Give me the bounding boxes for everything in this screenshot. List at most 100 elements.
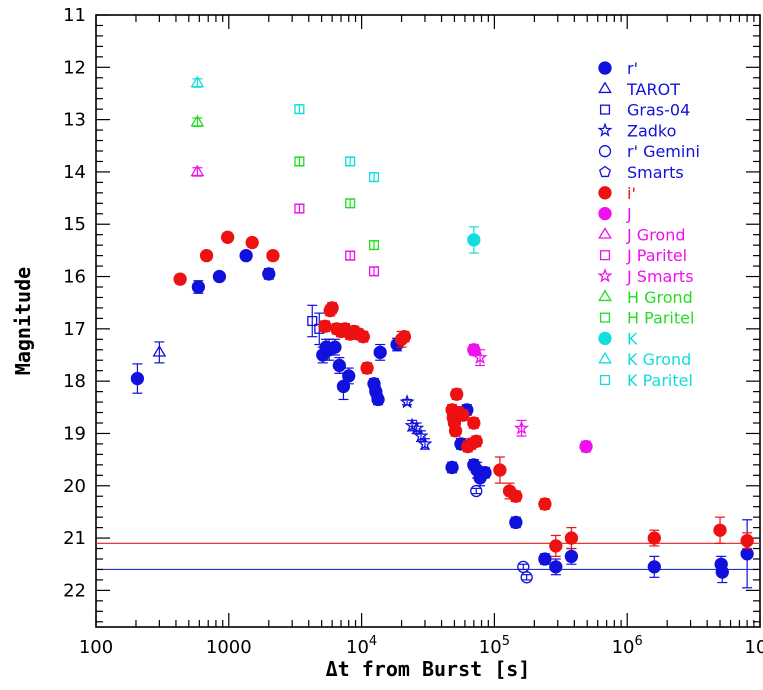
data-point: [262, 267, 276, 281]
data-point: [397, 330, 412, 344]
data-point: [342, 369, 356, 383]
series-1: [152, 341, 167, 364]
data-point: [332, 358, 347, 373]
data-point: [294, 104, 305, 115]
data-point: [549, 539, 563, 553]
data-point: [445, 460, 459, 475]
y-tick-label: 21: [63, 528, 86, 549]
series-8: [190, 164, 205, 177]
data-point: [713, 523, 727, 537]
y-tick-label: 14: [63, 162, 86, 183]
x-tick-label: 107: [744, 634, 763, 658]
legend-marker: [598, 206, 612, 221]
legend-marker: [599, 104, 611, 115]
data-point: [173, 272, 187, 286]
legend-marker: [597, 122, 613, 137]
data-point: [417, 435, 433, 451]
legend-entry: J Paritel: [626, 246, 687, 265]
data-point: [318, 319, 332, 333]
legend-marker: [598, 227, 612, 239]
legend-marker: [599, 312, 611, 323]
legend-marker: [599, 250, 611, 261]
x-tick-label: 104: [346, 634, 377, 658]
data-point: [294, 156, 305, 167]
series-12: [294, 156, 380, 251]
series-6: [173, 230, 754, 557]
data-point: [190, 75, 205, 88]
legend-marker: [598, 186, 612, 200]
y-tick-label: 19: [63, 423, 86, 444]
data-point: [368, 240, 380, 251]
y-tick-label: 15: [63, 214, 86, 235]
data-point: [399, 394, 415, 409]
data-point: [467, 233, 481, 247]
y-tick-label: 13: [63, 110, 86, 131]
legend-entry: J: [626, 205, 632, 224]
legend-entry: r' Gemini: [627, 142, 700, 161]
data-point: [520, 571, 533, 584]
data-point: [130, 371, 145, 386]
data-point: [549, 560, 563, 574]
series-11: [190, 114, 205, 128]
y-tick-label: 11: [63, 5, 86, 26]
legend-entry: Gras-04: [627, 101, 690, 120]
legend-marker: [599, 165, 611, 178]
x-tick-label: 105: [479, 634, 510, 658]
data-point: [715, 565, 729, 579]
data-point: [356, 330, 370, 344]
data-point: [307, 315, 318, 327]
plot-frame: [95, 14, 761, 628]
series-0: [130, 248, 754, 589]
data-point: [579, 439, 593, 454]
data-point: [371, 392, 385, 407]
data-point: [190, 164, 205, 177]
legend-marker: [597, 268, 613, 283]
data-point: [469, 434, 483, 448]
data-point: [190, 114, 205, 127]
y-tick-label: 12: [63, 57, 86, 78]
legend-entry: r': [627, 59, 638, 78]
data-point: [472, 349, 488, 365]
data-point: [538, 497, 552, 511]
data-point: [456, 408, 470, 422]
data-point: [368, 172, 380, 183]
data-point: [740, 534, 754, 548]
legend-entry: TAROT: [626, 80, 680, 99]
x-tick-label: 1000: [206, 637, 252, 658]
series-9: [294, 203, 380, 277]
data-point: [212, 269, 227, 284]
y-axis-label: Magnitude: [11, 267, 35, 375]
data-point: [647, 560, 661, 574]
legend-entry: K Grond: [627, 350, 691, 369]
data-point: [373, 345, 387, 360]
x-axis-label: Δt from Burst [s]: [326, 657, 531, 681]
data-point: [239, 248, 253, 263]
data-point: [448, 424, 463, 438]
legend-entry: K: [627, 329, 638, 348]
series-7: [467, 343, 593, 454]
data-point: [245, 235, 259, 250]
series-10: [472, 349, 530, 437]
data-point: [538, 552, 552, 566]
data-point: [509, 515, 523, 530]
legend-entry: H Paritel: [627, 309, 694, 328]
x-tick-label: 100: [79, 637, 113, 658]
data-point: [647, 531, 661, 545]
y-tick-label: 22: [63, 580, 86, 601]
legend-entry: J Grond: [626, 225, 686, 244]
data-point: [345, 250, 356, 261]
data-point: [509, 489, 523, 503]
data-point: [191, 280, 206, 294]
legend-entry: i': [627, 184, 636, 203]
data-point: [564, 531, 579, 545]
data-point: [564, 549, 579, 564]
data-point: [368, 266, 380, 277]
legend-entry: H Grond: [627, 288, 693, 307]
x-axis: 100 1000 104 105 106 107: [79, 15, 763, 658]
series-13: [467, 226, 481, 254]
legend-marker: [598, 61, 612, 75]
data-point: [478, 466, 492, 480]
data-point: [199, 248, 214, 263]
data-point: [470, 484, 483, 498]
